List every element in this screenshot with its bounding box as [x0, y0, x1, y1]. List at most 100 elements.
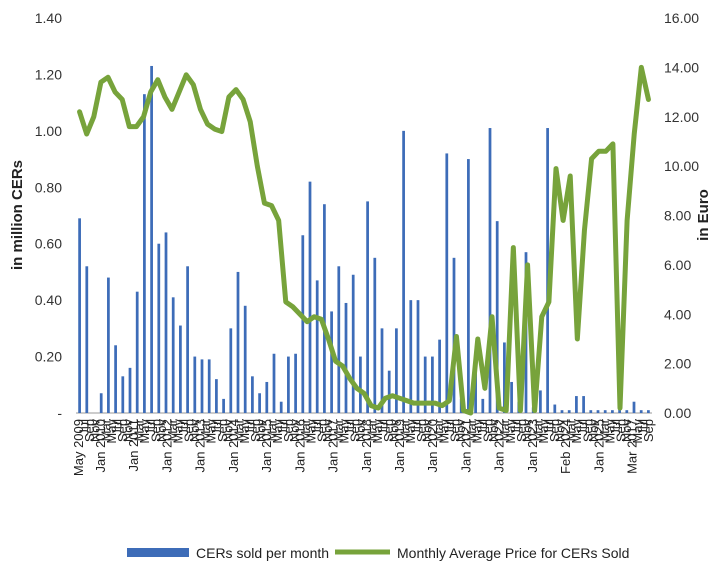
x-tick-label: Nov	[154, 419, 169, 443]
bar	[539, 390, 542, 413]
bar	[409, 300, 413, 413]
x-tick-label: Mar	[265, 418, 280, 441]
right-tick-label: 16.00	[664, 10, 699, 26]
x-tick-label: May	[630, 419, 645, 444]
x-tick-label: Jul	[209, 419, 224, 436]
x-tick-label: May	[270, 419, 285, 444]
right-tick-label: 8.00	[664, 208, 691, 224]
x-tick-label: Jul	[110, 419, 125, 436]
left-tick-label: 1.00	[35, 123, 62, 139]
price-line	[77, 64, 651, 416]
x-tick-label: Jul	[542, 419, 557, 436]
left-tick-label: 1.20	[35, 66, 62, 82]
bar	[114, 345, 117, 413]
x-tick-label: Mar	[331, 418, 346, 441]
bar	[265, 381, 269, 413]
bar	[308, 181, 312, 413]
bar	[452, 257, 456, 413]
x-tick-label: Sep	[381, 419, 396, 442]
left-tick-label: 0.60	[35, 236, 62, 252]
x-tick-label: Nov	[386, 419, 401, 443]
bar	[423, 356, 427, 413]
x-tick-label: May	[370, 419, 385, 444]
x-tick-label: Mar	[530, 418, 545, 441]
bar	[135, 291, 139, 413]
x-tick-label: May 2009	[71, 419, 86, 476]
x-tick-label: Jan 2015	[259, 419, 274, 473]
line-series	[77, 64, 651, 416]
bar	[99, 393, 103, 413]
x-tick-label: Sep	[314, 419, 329, 442]
x-tick-label: May	[503, 419, 518, 444]
x-tick-label: May	[403, 419, 418, 444]
x-tick-label: Mar	[132, 418, 147, 441]
bar	[351, 274, 355, 413]
bar	[222, 398, 225, 413]
x-tick-label: Mar	[497, 418, 512, 441]
right-tick-label: 2.00	[664, 356, 691, 372]
x-tick-label: Jan 2025	[591, 419, 606, 473]
bar	[143, 94, 146, 414]
bar	[85, 266, 89, 413]
x-tick-label: Sep	[414, 419, 429, 442]
x-tick-label: Jan 2011	[126, 419, 141, 472]
bar	[647, 410, 650, 413]
x-tick-label: Jul	[409, 419, 424, 436]
x-tick-label: May	[337, 419, 352, 444]
x-tick-label: Mar	[564, 418, 579, 441]
x-tick-label: May	[536, 419, 551, 444]
x-tick-label: Jul	[475, 419, 490, 436]
right-tick-label: 12.00	[664, 109, 699, 125]
x-tick-label: Nov	[121, 419, 136, 443]
bar	[337, 266, 341, 413]
bar	[416, 300, 420, 413]
x-tick-label: Sep	[481, 419, 496, 442]
left-tick-label: 1.40	[35, 10, 62, 26]
bar	[567, 410, 571, 413]
bar	[560, 410, 564, 413]
x-tick-label: Jan 2014	[226, 419, 241, 473]
bar	[553, 404, 557, 413]
x-tick-label: Jul	[636, 419, 651, 436]
x-tick-label: Nov	[254, 419, 269, 443]
bar	[150, 65, 153, 414]
bar	[596, 410, 600, 413]
x-tick-label: May	[237, 419, 252, 444]
x-tick-label: Jan 2018	[359, 419, 374, 473]
x-tick-label: May	[569, 419, 584, 444]
right-tick-label: 4.00	[664, 306, 691, 322]
bar	[279, 401, 283, 413]
bar	[301, 235, 305, 413]
bar	[589, 410, 593, 413]
bar	[107, 277, 110, 413]
bar	[236, 271, 240, 413]
x-tick-label: Sep	[641, 419, 656, 442]
x-tick-label: Nov	[420, 419, 435, 443]
x-tick-label: Sep	[547, 419, 562, 442]
bar	[287, 356, 290, 413]
x-tick-label: Mar	[98, 418, 113, 441]
x-tick-label: May	[303, 419, 318, 444]
bar	[207, 359, 211, 413]
x-tick-label: May	[436, 419, 451, 444]
x-tick-label: Jul	[242, 419, 257, 436]
bar	[344, 302, 348, 413]
bar	[323, 204, 326, 413]
x-tick-label: May	[137, 419, 152, 444]
x-tick-label: Nov	[353, 419, 368, 443]
left-tick-label: -	[57, 405, 62, 421]
legend-label-bars: CERs sold per month	[196, 545, 329, 561]
bar	[186, 266, 189, 413]
x-tick-label: Feb 2024	[558, 419, 573, 474]
x-tick-label: Jul	[76, 419, 91, 436]
bar	[193, 356, 197, 413]
x-tick-label: Jan 2021	[458, 419, 473, 473]
left-axis-title: in million CERs	[9, 160, 26, 270]
bar	[272, 353, 276, 413]
bar	[258, 393, 261, 413]
right-axis-title: in Euro	[695, 189, 712, 241]
right-tick-label: 10.00	[664, 158, 699, 174]
